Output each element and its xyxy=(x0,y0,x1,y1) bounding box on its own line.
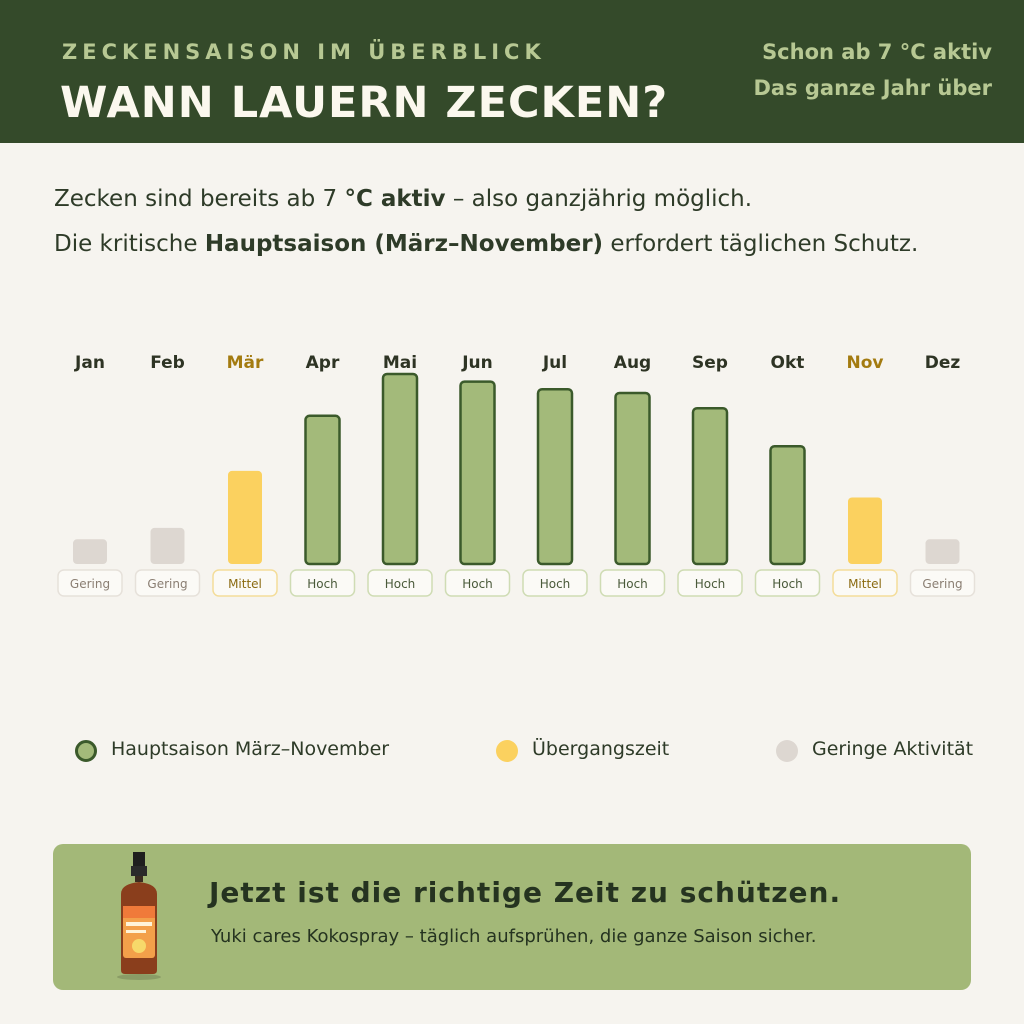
legend-swatch-transition xyxy=(496,740,518,762)
cta-subtitle: Yuki cares Kokospray – täglich aufsprühe… xyxy=(211,926,817,947)
legend-label-transition: Übergangszeit xyxy=(532,738,670,760)
intro-line-2-pre: Die kritische xyxy=(54,231,205,257)
header-note-temperature: Schon ab 7 °C aktiv xyxy=(762,40,992,64)
intro-line-2-bold: Hauptsaison (März–November) xyxy=(204,231,604,257)
month-label-apr: Apr xyxy=(306,353,340,373)
header-banner: ZECKENSAISON IM ÜBERBLICK WANN LAUERN ZE… xyxy=(0,0,1024,143)
bar-dez xyxy=(925,539,960,564)
level-label-aug: Hoch xyxy=(617,577,648,591)
legend-swatch-main-season xyxy=(75,740,97,762)
level-pill-mai xyxy=(367,569,433,597)
month-label-okt: Okt xyxy=(771,353,805,373)
intro-line-1-pre: Zecken sind bereits ab 7 xyxy=(54,186,345,212)
level-pill-mär xyxy=(212,569,278,597)
header-note-yearround: Das ganze Jahr über xyxy=(753,76,992,100)
level-pill-nov xyxy=(832,569,898,597)
intro-line-1: Zecken sind bereits ab 7 °C aktiv – also… xyxy=(54,186,984,212)
bar-jun xyxy=(459,380,496,566)
header-kicker: ZECKENSAISON IM ÜBERBLICK xyxy=(62,40,546,64)
bar-mai xyxy=(381,372,419,566)
level-label-sep: Hoch xyxy=(695,577,726,591)
bar-sep xyxy=(691,406,729,566)
level-label-apr: Hoch xyxy=(307,577,338,591)
intro-line-1-post: – also ganzjährig möglich. xyxy=(445,186,753,212)
month-label-dez: Dez xyxy=(925,353,961,373)
month-label-jun: Jun xyxy=(461,353,493,373)
month-label-feb: Feb xyxy=(150,353,185,373)
level-label-mai: Hoch xyxy=(385,577,416,591)
month-label-nov: Nov xyxy=(847,353,884,373)
bar-nov xyxy=(848,497,882,564)
bar-apr xyxy=(304,414,341,566)
level-label-nov: Mittel xyxy=(848,577,882,591)
legend-label-low-activity: Geringe Aktivität xyxy=(812,738,974,760)
month-label-jul: Jul xyxy=(542,353,567,373)
bar-mär xyxy=(228,470,262,564)
month-label-sep: Sep xyxy=(692,353,728,373)
level-label-dez: Gering xyxy=(922,577,962,591)
level-label-jan: Gering xyxy=(70,577,110,591)
legend-swatch-low-activity xyxy=(776,740,798,762)
level-pill-apr xyxy=(289,569,356,597)
cta-banner: Jetzt ist die richtige Zeit zu schützen.… xyxy=(53,844,971,990)
level-pill-feb xyxy=(134,569,201,597)
intro-line-2-post: erfordert täglichen Schutz. xyxy=(603,231,919,257)
level-pill-jan xyxy=(57,569,123,597)
page-title: WANN LAUERN ZECKEN? xyxy=(60,78,669,128)
month-label-aug: Aug xyxy=(614,353,651,373)
level-pill-dez xyxy=(909,569,976,597)
bar-jan xyxy=(73,539,107,564)
level-pill-okt xyxy=(754,569,821,597)
month-label-mär: Mär xyxy=(227,353,264,373)
cta-title: Jetzt ist die richtige Zeit zu schützen. xyxy=(209,876,842,909)
level-pill-jun xyxy=(444,569,511,597)
level-pill-sep xyxy=(677,569,743,597)
intro-line-1-bold: °C aktiv xyxy=(344,186,446,212)
legend-label-main-season: Hauptsaison März–November xyxy=(111,738,390,760)
bar-okt xyxy=(769,444,806,566)
level-label-feb: Gering xyxy=(147,577,187,591)
month-label-mai: Mai xyxy=(383,353,417,373)
month-label-jan: Jan xyxy=(74,353,105,373)
bar-jul xyxy=(536,387,574,566)
bar-aug xyxy=(614,391,651,566)
level-label-jul: Hoch xyxy=(540,577,571,591)
level-pill-aug xyxy=(599,569,666,597)
bar-feb xyxy=(150,527,185,564)
intro-line-2: Die kritische Hauptsaison (März–November… xyxy=(54,231,984,257)
level-label-mär: Mittel xyxy=(228,577,262,591)
level-label-okt: Hoch xyxy=(772,577,803,591)
spray-bottle-icon xyxy=(117,852,161,980)
level-pill-jul xyxy=(522,569,588,597)
tick-activity-chart: Jan Gering Feb Gering Mär Mittel Apr Hoch Mai Hoc… xyxy=(57,353,976,597)
level-label-jun: Hoch xyxy=(462,577,493,591)
